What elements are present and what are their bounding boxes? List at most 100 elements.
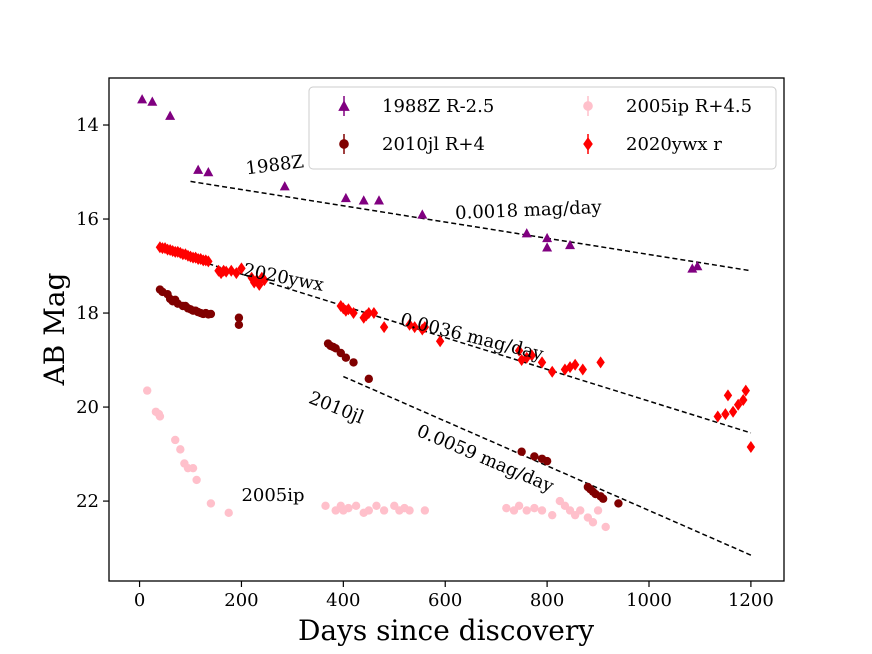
data-point-2005ip [537,506,547,515]
legend-label: 2020ywx r [626,134,722,155]
data-point-2020ywx [517,354,526,367]
y-tick-label: 16 [76,209,99,230]
data-point-2010jl [234,313,244,322]
data-point-1988Z [521,228,532,238]
legend-label: 1988Z R-2.5 [382,96,494,117]
data-point-2020ywx [728,405,738,418]
data-point-2005ip [548,510,557,520]
data-point-1988Z [193,164,204,174]
data-point-2020ywx [204,255,213,268]
data-point-1988Z [565,239,576,250]
data-points [137,94,756,532]
legend-marker [583,137,593,151]
legend-marker [339,139,349,149]
data-point-2005ip [530,503,539,513]
series-2020ywx [155,241,756,454]
legend-label: 2010jl R+4 [382,134,485,155]
data-point-2020ywx [741,384,750,397]
data-point-2005ip [321,501,330,510]
data-point-1988Z [137,94,148,104]
data-point-2020ywx [527,349,537,362]
data-point-1988Z [692,261,703,271]
data-point-2005ip [155,412,165,421]
data-point-2005ip [522,506,531,515]
series-2010jl [155,285,623,508]
fit-lines [190,180,752,556]
annotation-2005ip: 2005ip [241,485,304,506]
data-point-2005ip [143,386,152,395]
fit-line [190,180,752,272]
data-point-2005ip [502,503,511,513]
legend: 1988Z R-2.5 2005ip R+4.5 2010jl R+4 2020ywx… [308,86,777,170]
data-point-2010jl [206,309,216,319]
legend-label: 2005ip R+4.5 [626,96,752,117]
legend-marker [583,101,593,111]
data-point-2020ywx [548,365,557,378]
data-point-2020ywx [721,408,730,421]
data-point-1988Z [358,195,369,205]
data-point-1988Z [374,195,384,205]
data-point-2005ip [192,475,201,485]
data-point-1988Z [279,181,290,191]
data-point-2010jl [530,452,539,461]
x-tick-label: 200 [224,590,258,611]
x-tick-label: 400 [326,590,360,611]
data-point-2020ywx [247,271,256,284]
legend-entry-2010jl: 2010jl R+4 [339,134,485,155]
data-point-2020ywx [739,394,748,407]
data-point-2010jl [234,320,244,329]
data-point-2005ip [176,445,185,454]
data-point-1988Z [147,96,158,106]
legend-entry-1988Z: 1988Z R-2.5 [338,96,494,117]
annotation-1988Z: 1988Z [245,151,305,179]
data-point-2005ip [206,499,216,508]
y-tick-label: 22 [76,491,99,512]
plot-frame [108,77,785,582]
fit-slope-label: 0.0036 mag/day [398,309,546,365]
data-point-1988Z [165,110,176,120]
data-point-2005ip [514,501,524,510]
data-point-2020ywx [713,410,722,423]
data-point-1988Z [542,232,553,243]
data-point-1988Z [542,242,553,252]
data-point-2020ywx [237,262,246,275]
data-point-2005ip [344,503,353,513]
fit-slope-label: 0.0018 mag/day [455,197,603,224]
data-point-1988Z [417,209,428,219]
data-point-2020ywx [410,321,419,334]
x-axis-label: Days since discovery [298,614,594,647]
legend-entry-2005ip: 2005ip R+4.5 [583,96,752,117]
y-tick-label: 20 [76,397,99,418]
data-point-1988Z [687,263,698,273]
data-point-2005ip [405,506,414,515]
x-tick-label: 800 [530,590,564,611]
data-point-2020ywx [435,335,445,348]
data-point-2020ywx [578,363,587,376]
data-point-2020ywx [723,389,733,402]
data-point-2010jl [517,447,526,456]
data-point-2005ip [588,518,598,527]
data-point-2005ip [188,463,198,473]
y-tick-label: 18 [76,303,99,324]
y-axis: 14 16 18 20 22 [76,115,109,512]
data-point-2020ywx [746,441,756,454]
data-point-2005ip [351,501,361,510]
data-point-2020ywx [733,398,743,411]
data-point-2020ywx [221,265,231,278]
data-point-1988Z [203,167,214,177]
annotation-2010jl: 2010jl [306,388,367,429]
data-point-2010jl [542,456,552,466]
data-point-2020ywx [596,356,605,369]
annotation-2020ywx: 2020ywx [242,260,326,296]
data-point-2020ywx [379,321,389,334]
data-point-2020ywx [570,358,580,371]
data-point-2010jl [349,358,358,367]
x-tick-label: 1200 [728,590,774,611]
x-axis: 0 200 400 600 800 1000 1200 [134,581,774,611]
data-point-2005ip [364,506,374,515]
data-point-2005ip [224,508,233,518]
legend-box [308,86,777,170]
y-axis-label: AB Mag [38,272,71,386]
